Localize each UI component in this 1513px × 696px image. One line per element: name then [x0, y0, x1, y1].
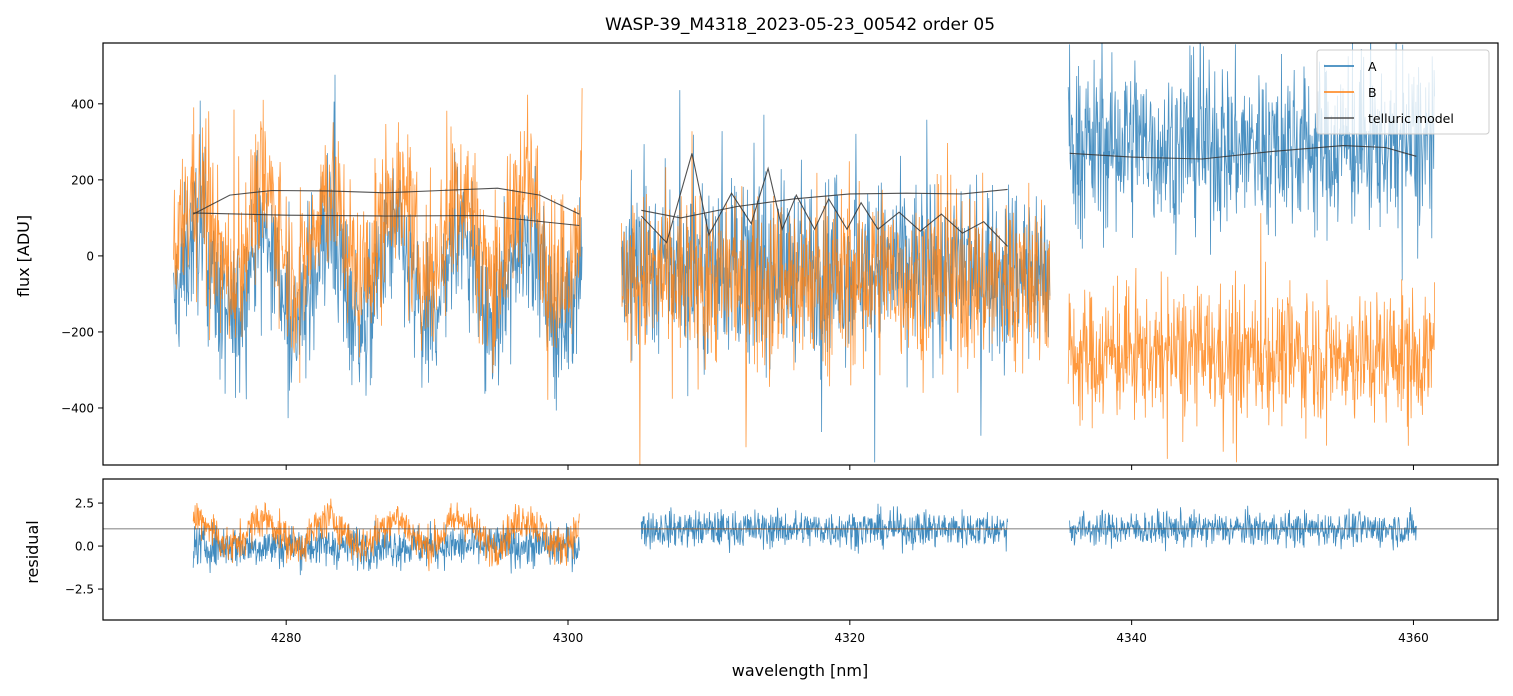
flux-panel-series — [173, 43, 1435, 465]
x-axis-label: wavelength [nm] — [732, 661, 869, 680]
legend-label-a: A — [1368, 59, 1377, 74]
series-b-segment-1 — [173, 88, 583, 400]
telluric-model-line-2 — [193, 153, 1008, 247]
flux-axes-frame — [102, 42, 1499, 466]
y-tick-label: 400 — [71, 97, 94, 111]
residual-a-segment-2 — [640, 503, 1008, 554]
legend-label-telluric: telluric model — [1368, 111, 1454, 126]
x-tick-label: 4300 — [553, 631, 584, 645]
flux-y-axis-label: flux [ADU] — [14, 215, 33, 297]
residual-a-segment-1 — [192, 517, 580, 576]
residual-y-axis-label: residual — [23, 520, 42, 583]
chart-title: WASP-39_M4318_2023-05-23_00542 order 05 — [605, 15, 995, 35]
y-tick-label: 2.5 — [75, 497, 94, 511]
residual-x-ticks: 4280 4300 4320 4340 4360 — [271, 620, 1429, 645]
flux-y-ticks: 400 200 0 −200 −400 — [61, 97, 103, 415]
residual-axes-frame — [102, 478, 1499, 621]
flux-x-ticks — [285, 465, 1414, 470]
y-tick-label: 0.0 — [75, 540, 94, 554]
y-tick-label: 0 — [86, 249, 94, 263]
residual-a-segment-3 — [1069, 505, 1417, 552]
residual-b-segment-1 — [192, 498, 580, 572]
residual-y-ticks: 2.5 0.0 −2.5 — [65, 497, 103, 597]
series-a-segment-2 — [621, 90, 1051, 463]
legend-box — [1316, 49, 1490, 135]
series-b-segment-2 — [621, 131, 1051, 465]
x-tick-label: 4340 — [1116, 631, 1147, 645]
y-tick-label: 200 — [71, 173, 94, 187]
y-tick-label: −400 — [61, 401, 94, 415]
y-tick-label: −2.5 — [65, 583, 94, 597]
x-tick-label: 4320 — [835, 631, 866, 645]
y-tick-label: −200 — [61, 325, 94, 339]
legend: A B telluric model — [1316, 49, 1490, 135]
x-tick-label: 4360 — [1398, 631, 1429, 645]
x-tick-label: 4280 — [271, 631, 302, 645]
series-a-segment-3 — [1067, 43, 1435, 281]
legend-label-b: B — [1368, 85, 1377, 100]
residual-panel-series — [103, 498, 1498, 576]
series-b-segment-3 — [1067, 213, 1435, 463]
telluric-model-line-1 — [192, 145, 1417, 219]
